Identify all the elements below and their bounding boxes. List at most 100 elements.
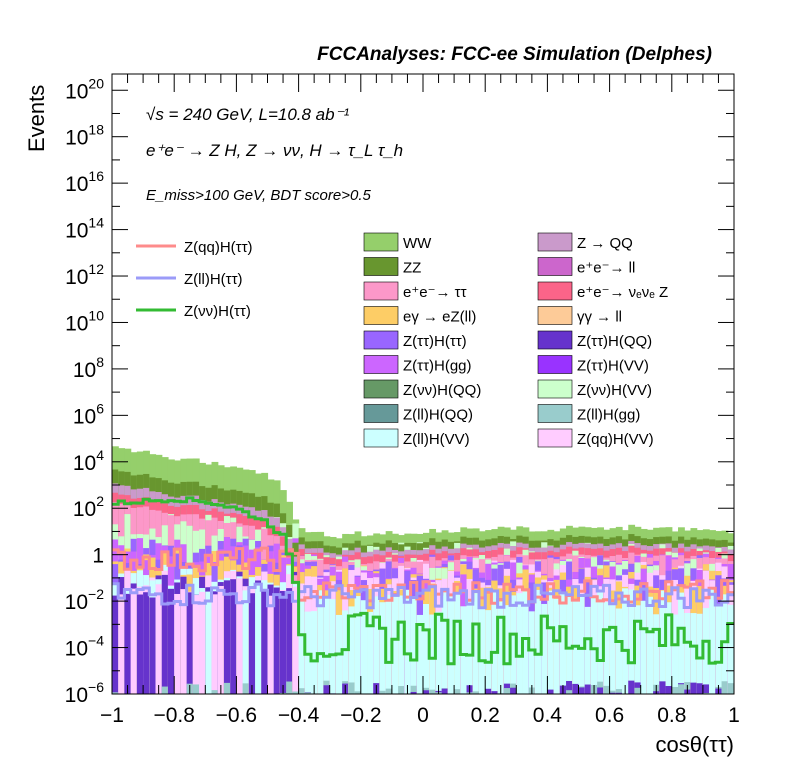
legend-swatch [363, 355, 399, 374]
x-tick-label: −0.4 [278, 704, 320, 727]
histogram-bar [348, 606, 356, 694]
legend-label: WW [403, 235, 432, 252]
histogram-bar [292, 691, 300, 694]
signal-lines [112, 496, 734, 666]
histogram-bar [429, 614, 437, 694]
histogram-bar [485, 610, 493, 694]
histogram-bar [242, 590, 250, 694]
histogram-bar [665, 602, 673, 694]
y-tick-label: 108 [73, 354, 104, 382]
histogram-bar [242, 683, 250, 694]
histogram-bar [304, 692, 312, 694]
histogram-bar [522, 591, 530, 694]
histogram-bar [690, 613, 698, 694]
legend-swatch [363, 257, 399, 276]
histogram-bar [167, 588, 175, 694]
legend: Z(qq)H(ττ) Z(ll)H(ττ) Z(νν)H(ττ) WW Z → QQ ZZ… [136, 232, 668, 448]
histogram-bar [628, 589, 636, 694]
histogram-bar [199, 591, 206, 694]
y-tick-label: 10−2 [65, 586, 105, 614]
legend-label: γγ → ll [577, 309, 622, 326]
histogram-bar [696, 613, 704, 694]
histogram-bar [609, 601, 617, 694]
histogram-bar [410, 598, 418, 694]
histogram-bar [155, 584, 163, 694]
legend-swatch [363, 232, 399, 252]
histogram-bar [634, 605, 642, 694]
histogram-bar [416, 614, 424, 694]
histogram-bar [454, 592, 461, 694]
y-tick-label: 1012 [65, 261, 104, 289]
histogram-bar [211, 594, 219, 694]
histogram-bar [559, 593, 567, 694]
x-tick-label: 0.2 [471, 704, 500, 727]
histogram-bar [354, 596, 362, 694]
histogram-bar [435, 611, 443, 694]
histogram-bar [566, 596, 573, 694]
histogram-bar [485, 688, 493, 694]
legend-label: Z(νν)H(ττ) [184, 303, 251, 320]
x-tick-label: −1 [100, 704, 124, 727]
legend-label: Z(ll)H(ττ) [184, 271, 243, 288]
histogram-bar [205, 591, 213, 694]
annotation-energy: √s = 240 GeV, L=10.8 ab⁻¹ [146, 105, 350, 124]
histogram-bar [441, 588, 449, 694]
legend-swatch [363, 306, 399, 325]
y-tick-label: 1020 [65, 75, 104, 103]
histogram-bar [118, 594, 126, 694]
histogram-bar [441, 688, 449, 694]
legend-swatch [537, 330, 573, 350]
histogram-bar [671, 686, 679, 694]
histogram-bar [267, 595, 275, 694]
annotation-cuts: E_miss>100 GeV, BDT score>0.5 [146, 187, 371, 204]
legend-swatch [363, 428, 399, 448]
histogram-bar [572, 683, 580, 694]
histogram-bar [566, 680, 573, 694]
histogram-bar [684, 612, 692, 694]
histogram-bar [491, 691, 499, 694]
legend-label: Z(ττ)H(QQ) [577, 333, 652, 350]
histogram-bar [472, 593, 480, 694]
legend-swatch [537, 281, 573, 301]
histogram-bar [379, 602, 387, 694]
histogram-bar [460, 606, 468, 694]
plot-area [112, 446, 734, 694]
legend-label: e⁺e⁻→ νₑνₑ Z [577, 284, 668, 301]
histogram-bar [298, 688, 306, 694]
histogram-bar [217, 585, 225, 694]
y-tick-label: 104 [73, 447, 104, 475]
histogram-bar [286, 681, 293, 694]
histogram-bar [491, 591, 499, 694]
histogram-bar [472, 691, 480, 694]
histogram-bar [292, 586, 300, 694]
legend-label: Z(ll)H(QQ) [403, 407, 473, 424]
chart-title: FCCAnalyses: FCC-ee Simulation (Delphes) [317, 44, 712, 65]
histogram-bar [497, 601, 505, 694]
legend-swatch [363, 379, 399, 399]
histogram-bar [192, 595, 200, 694]
legend-label: ZZ [403, 260, 421, 277]
legend-swatch [537, 306, 573, 325]
histogram-bar [603, 685, 611, 694]
legend-swatch [537, 232, 573, 252]
y-tick-label: 1018 [65, 122, 104, 150]
histogram-bar [391, 594, 399, 694]
histogram-bar [721, 681, 729, 694]
stacked-histogram [112, 446, 734, 694]
histogram-bar [547, 590, 555, 694]
histogram-bar [174, 593, 182, 694]
x-tick-label: 0 [417, 704, 429, 727]
y-tick-label: 102 [73, 493, 104, 521]
histogram-bar [223, 580, 231, 694]
histogram-bar [161, 686, 169, 694]
histogram-bar [653, 614, 660, 694]
histogram-bar [311, 611, 318, 694]
histogram-bar [255, 585, 262, 694]
y-tick-label: 106 [73, 400, 104, 428]
histogram-bar [727, 604, 734, 694]
histogram-bar [143, 592, 150, 694]
histogram-bar [398, 686, 405, 694]
x-tick-label: −0.6 [216, 704, 257, 727]
histogram-bar [124, 593, 132, 694]
x-tick-label: −0.2 [340, 704, 381, 727]
